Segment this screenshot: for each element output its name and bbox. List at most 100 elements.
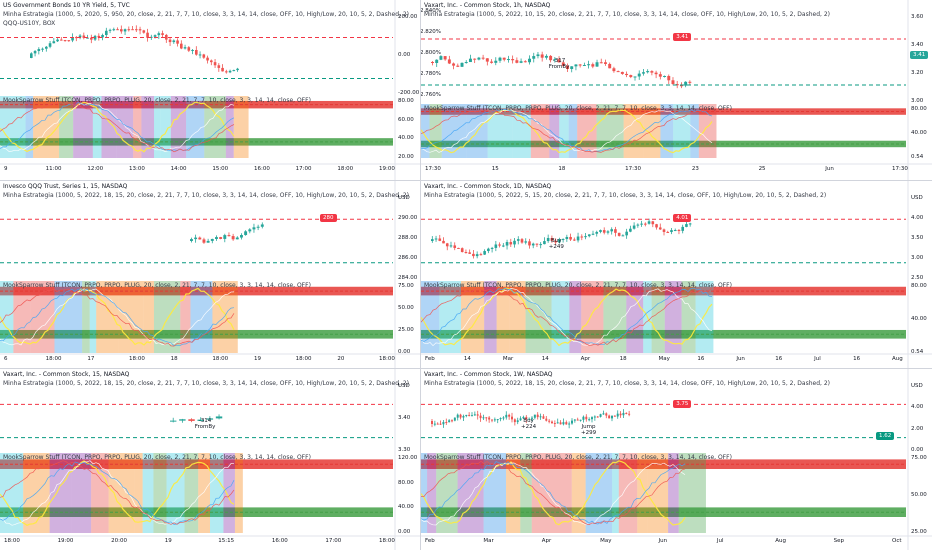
osc-state-block xyxy=(429,104,442,158)
candle-body xyxy=(439,56,443,60)
strategy-legend[interactable]: Minha Estrategia (1000, 5, 2022, 18, 15,… xyxy=(424,380,830,387)
candle-body xyxy=(673,230,677,232)
time-tick: 18 xyxy=(170,356,178,362)
osc-line xyxy=(421,288,713,347)
candle-body xyxy=(468,414,471,416)
candle-body xyxy=(540,54,544,58)
candle-body xyxy=(619,413,622,416)
chart-panel-2[interactable]: Vaxart, Inc. - Common Stock, 1h, NASDAQ M… xyxy=(421,0,932,180)
horizontal-divider-2[interactable] xyxy=(0,368,932,369)
horizontal-divider-1[interactable] xyxy=(0,180,932,181)
candle-body xyxy=(194,237,198,240)
oscillator-legend[interactable]: MookSparrow Stuff (TCON, PRPO, PRPO, PLU… xyxy=(3,97,311,104)
osc-state-block xyxy=(427,453,437,533)
candle-body xyxy=(206,418,214,420)
chart-panel-5[interactable]: Vaxart, Inc. - Common Stock, 15, NASDAQ M… xyxy=(0,369,420,550)
chart-panel-3[interactable]: Invesco QQQ Trust, Series 1, 15, NASDAQ M… xyxy=(0,181,420,368)
symbol-title[interactable]: US Government Bonds 10 YR Yield, 5, TVC xyxy=(3,2,130,9)
price-tick: 2.50 xyxy=(911,275,924,281)
symbol-title[interactable]: Invesco QQQ Trust, Series 1, 15, NASDAQ xyxy=(3,183,128,190)
candle-body xyxy=(654,72,658,75)
chart-panel-1[interactable]: US Government Bonds 10 YR Yield, 5, TVC M… xyxy=(0,0,420,180)
osc-state-block xyxy=(569,281,582,353)
osc-line xyxy=(0,287,235,346)
strategy-legend[interactable]: Minha Estrategia (1000, 5, 2022, 10, 15,… xyxy=(424,11,830,18)
candle-body xyxy=(588,419,591,421)
time-tick: 17:00 xyxy=(295,166,312,172)
osc-state-block xyxy=(210,453,224,533)
candle-body xyxy=(488,417,491,420)
strategy-legend[interactable]: Minha Estrategia (1000, 5, 2022, 18, 15,… xyxy=(3,192,409,199)
strategy-legend[interactable]: Minha Estrategia (1000, 5, 2022, 18, 15,… xyxy=(3,380,409,387)
candle-body xyxy=(170,420,177,422)
oscillator-legend[interactable]: MookSparrow Stuff (TCON, PRPO, PRPO, PLU… xyxy=(424,282,732,289)
candle-body xyxy=(553,59,557,61)
price-tick: 3.00 xyxy=(911,255,924,261)
price-badge: 3.75 xyxy=(673,400,692,409)
price-tick: USD xyxy=(911,383,923,389)
candle-body xyxy=(442,240,445,244)
osc-state-block xyxy=(487,104,513,158)
candle-body xyxy=(71,37,74,41)
osc-state-block xyxy=(0,281,14,353)
chart-canvas[interactable] xyxy=(421,181,932,368)
compare-tick: 2.780% xyxy=(421,71,441,77)
chart-canvas[interactable] xyxy=(0,181,420,368)
osc-state-block xyxy=(484,281,497,353)
candle-body xyxy=(502,245,505,247)
chart-panel-4[interactable]: Vaxart, Inc. - Common Stock, 1D, NASDAQ M… xyxy=(421,181,932,368)
compare-legend[interactable]: QQQ-US10Y, BOX xyxy=(3,20,56,27)
chart-canvas[interactable] xyxy=(421,0,932,180)
candle-body xyxy=(522,416,525,419)
candle-body xyxy=(556,422,559,424)
candle-body xyxy=(468,252,471,254)
candle-body xyxy=(525,416,528,420)
trade-annotation: -317 FromBy xyxy=(548,58,570,71)
vertical-divider[interactable] xyxy=(420,0,421,550)
candle-body xyxy=(180,43,183,49)
time-tick: Jun xyxy=(658,538,668,544)
osc-state-block xyxy=(520,453,532,533)
osc-state-block xyxy=(651,281,665,353)
time-tick: Jul xyxy=(814,356,821,362)
chart-panel-6[interactable]: Vaxart, Inc. - Common Stock, 1W, NASDAQ M… xyxy=(421,369,932,550)
osc-state-block xyxy=(184,453,199,533)
price-tick: 3.20 xyxy=(911,70,924,76)
candle-body xyxy=(434,238,438,240)
oscillator-legend[interactable]: MookSparrow Stuff (TCON, PRPO, PRPO, PLU… xyxy=(424,105,732,112)
chart-canvas[interactable] xyxy=(0,369,420,550)
candle-body xyxy=(198,54,202,56)
osc-tick: 50.00 xyxy=(398,305,414,311)
chart-canvas[interactable] xyxy=(0,0,420,180)
time-tick: 14:00 xyxy=(170,166,187,172)
osc-state-block xyxy=(531,453,558,533)
price-tick: 3.40 xyxy=(911,42,924,48)
price-tick: 2.00 xyxy=(911,425,924,432)
osc-state-block xyxy=(233,96,249,158)
osc-state-block xyxy=(551,281,570,353)
candle-body xyxy=(632,225,636,229)
candle-body xyxy=(593,416,596,418)
time-tick: 23 xyxy=(691,166,699,172)
chart-canvas[interactable] xyxy=(421,369,932,550)
strategy-legend[interactable]: Minha Estrategia (1000, 5, 2022, 5, 15, … xyxy=(424,192,827,199)
strategy-legend[interactable]: Minha Estrategia (1000, 5, 2020, 5, 950,… xyxy=(3,11,409,18)
candle-body xyxy=(508,414,511,417)
time-tick: 18:00 xyxy=(379,356,395,362)
symbol-title[interactable]: Vaxart, Inc. - Common Stock, 1D, NASDAQ xyxy=(424,183,552,190)
candle-body xyxy=(206,57,209,61)
symbol-title[interactable]: Vaxart, Inc. - Common Stock, 1W, NASDAQ xyxy=(424,371,553,378)
oscillator-legend[interactable]: MookSparrow Stuff (TCON, PRPO, PRPO, PLU… xyxy=(424,454,732,461)
osc-state-block xyxy=(166,453,185,533)
time-tick: 18 xyxy=(558,166,566,172)
candle-body xyxy=(471,415,473,417)
candle-body xyxy=(116,29,119,31)
symbol-title[interactable]: Vaxart, Inc. - Common Stock, 1h, NASDAQ xyxy=(424,2,551,9)
candle-body xyxy=(225,71,228,73)
oscillator-legend[interactable]: MookSparrow Stuff (TCON, PRPO, PRPO, PLU… xyxy=(3,454,311,461)
osc-state-block xyxy=(96,281,119,353)
symbol-title[interactable]: Vaxart, Inc. - Common Stock, 15, NASDAQ xyxy=(3,371,130,378)
oscillator-legend[interactable]: MookSparrow Stuff (TCON, PRPO, PRPO, PLU… xyxy=(3,282,311,289)
osc-tick: 0.54 xyxy=(911,154,924,160)
candle-body xyxy=(528,58,531,63)
